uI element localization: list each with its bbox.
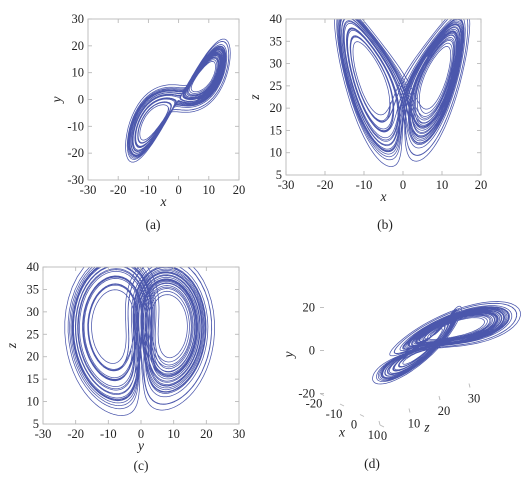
z-tick-mark [438, 395, 441, 401]
trajectory-line [334, 19, 471, 167]
z-tick-label: 20 [438, 404, 451, 418]
y-tick-label: -30 [67, 173, 84, 187]
x-tick-label: 10 [203, 183, 216, 197]
y-tick-label: 30 [270, 57, 283, 71]
y-tick-label: 20 [27, 350, 40, 364]
z-tick-label: 10 [408, 417, 421, 431]
x-tick-label: 10 [167, 427, 180, 441]
x-tick-label: -20 [110, 183, 127, 197]
z-axis-label: z [423, 419, 430, 434]
x-tick-label: -20 [317, 178, 334, 192]
x-tick-label: 20 [233, 183, 246, 197]
trajectory-line [372, 301, 521, 385]
x-tick-label: 20 [200, 427, 213, 441]
z-tick-mark [408, 408, 411, 413]
y-tick-label: 25 [270, 79, 283, 93]
caption-b: (b) [377, 217, 393, 232]
y-tick-label: 35 [270, 34, 283, 48]
y-tick-label: 25 [27, 327, 40, 341]
z-tick-label: 30 [468, 392, 481, 406]
x-tick-label: -30 [278, 178, 295, 192]
x-tick-label: -10 [100, 427, 117, 441]
caption-a: (a) [146, 217, 161, 232]
y-tick-label: 10 [27, 395, 40, 409]
x-tick-label: 0 [351, 418, 357, 432]
y-tick-label: 20 [270, 101, 283, 115]
x-tick-label: 10 [436, 178, 449, 192]
y-tick-label: 35 [27, 282, 40, 296]
x-tick-label: 0 [138, 427, 144, 441]
x-axis-label: x [160, 194, 167, 209]
y-tick-label: -20 [298, 387, 315, 401]
y-tick-label: 10 [72, 66, 85, 80]
x-tick-label: -20 [306, 397, 323, 411]
x-tick-label: 10 [368, 428, 381, 442]
x-axis-label: y [136, 438, 144, 453]
x-tick-mark [379, 424, 385, 428]
y-tick-label: 10 [270, 146, 283, 160]
y-axis-label: z [4, 342, 19, 349]
y-tick-label: 5 [276, 168, 282, 182]
y-tick-label: 20 [303, 301, 316, 315]
y-tick-label: 0 [78, 93, 84, 107]
x-tick-label: -30 [80, 183, 97, 197]
y-tick-label: -20 [67, 146, 84, 160]
y-axis-label: y [281, 352, 296, 360]
y-tick-label: 5 [33, 417, 39, 431]
y-tick-label: 0 [309, 344, 315, 358]
x-tick-label: -20 [67, 427, 84, 441]
y-tick-label: 40 [270, 12, 283, 26]
y-axis-label: z [247, 94, 262, 101]
y-tick-label: 30 [27, 305, 40, 319]
y-tick-label: 15 [27, 372, 40, 386]
y-tick-label: 30 [72, 12, 85, 26]
x-tick-label: 0 [400, 178, 406, 192]
y-tick-label: 15 [270, 123, 283, 137]
z-tick-label: 0 [381, 429, 387, 443]
caption-c: (c) [134, 458, 149, 473]
panel-c-yz: -30 -20 -10 0 10 20 30 5 10 15 20 25 30 35 40 y z [4, 260, 246, 453]
trajectory-line [64, 267, 215, 416]
y-axis-label: y [49, 97, 64, 105]
x-tick-label: 30 [233, 427, 246, 441]
x-tick-label: -10 [356, 178, 373, 192]
x-tick-label: 0 [175, 183, 181, 197]
y-tick-label: 20 [72, 39, 85, 53]
x-tick-label: -30 [35, 427, 52, 441]
x-axis-label: x [380, 189, 387, 204]
panel-a-xy: -30 -20 -10 0 10 20 -30 -20 -10 0 10 20 30 x y [49, 12, 245, 209]
z-tick-mark [378, 420, 381, 426]
y-tick-label: -10 [67, 119, 84, 133]
x-tick-mark [339, 403, 345, 407]
caption-d: (d) [364, 456, 380, 471]
panel-b-xz: -30 -20 -10 0 10 20 5 10 15 20 25 30 35 40 x z [247, 12, 488, 204]
y-tick-label: 40 [27, 260, 40, 274]
z-tick-mark [468, 383, 471, 388]
x-tick-label: -10 [326, 407, 343, 421]
x-tick-mark [359, 414, 365, 417]
x-tick-label: 20 [475, 178, 488, 192]
x-tick-label: -10 [140, 183, 157, 197]
trajectory-line [125, 38, 231, 163]
x-axis-label: x [338, 424, 345, 439]
plot-frame [285, 18, 482, 176]
